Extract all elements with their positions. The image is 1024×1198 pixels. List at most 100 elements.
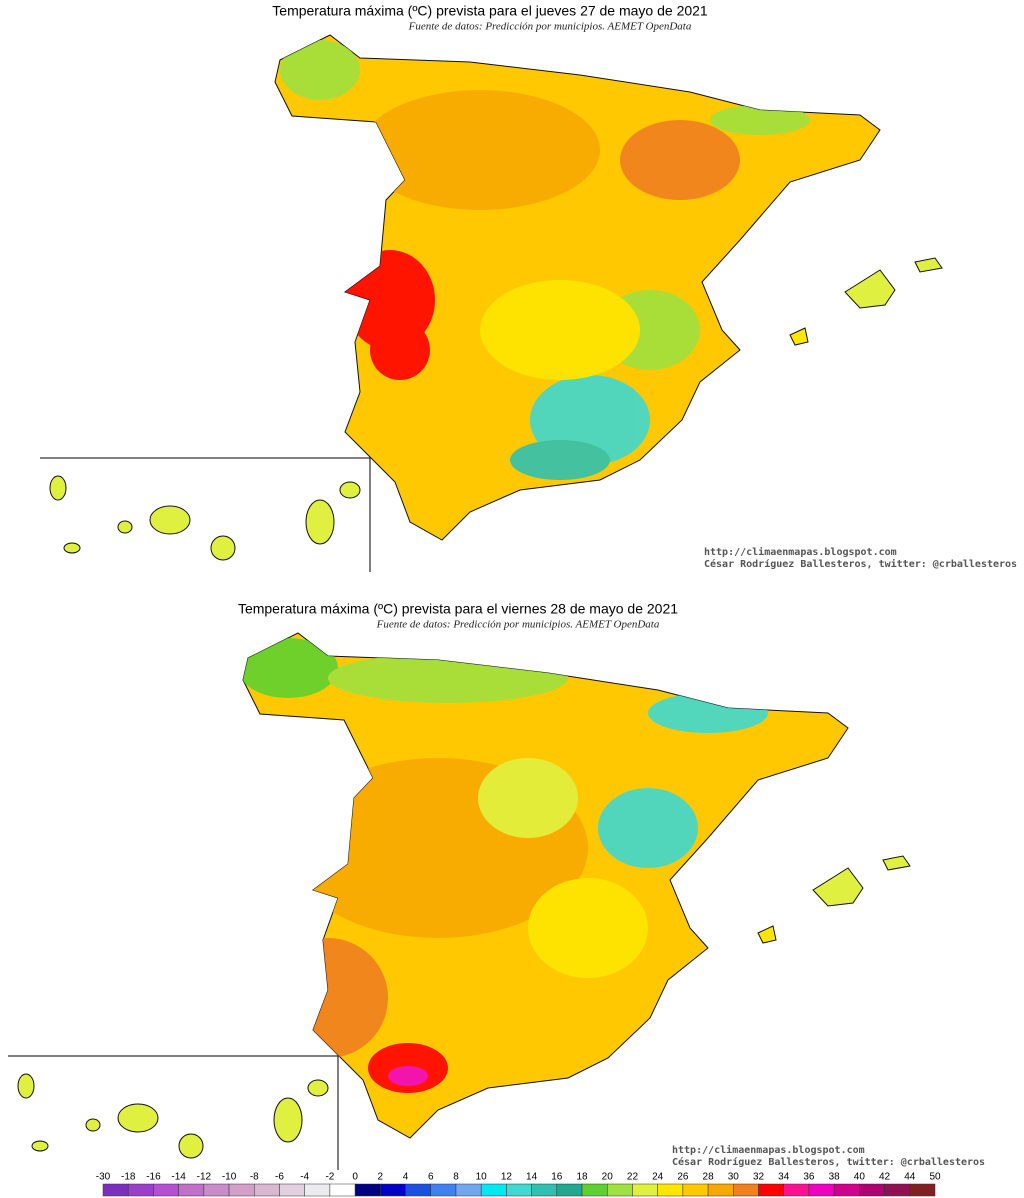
legend-swatch	[455, 1183, 482, 1197]
canary-island	[305, 499, 335, 545]
credit-url: http://climaenmapas.blogspot.com	[672, 1144, 865, 1156]
legend-swatch	[531, 1183, 558, 1197]
legend-swatch	[733, 1183, 759, 1197]
legend-label: -2	[325, 1172, 334, 1183]
legend-swatch	[102, 1183, 129, 1197]
temperature-zone	[370, 320, 430, 380]
map-2: Temperatura máxima (ºC) prevista para el…	[8, 601, 985, 1170]
credit-author: César Rodríguez Ballesteros, twitter: @c…	[704, 558, 1017, 570]
legend-label: 38	[829, 1172, 841, 1183]
map-source: Fuente de datos: Predicción por municipi…	[376, 619, 660, 631]
temperature-zone	[620, 120, 740, 200]
legend-label: 12	[501, 1172, 513, 1183]
legend-label: -30	[96, 1172, 111, 1183]
legend-label: 30	[728, 1172, 740, 1183]
legend-swatch	[127, 1183, 154, 1197]
legend-label: 24	[652, 1172, 664, 1183]
legend-label: 16	[551, 1172, 563, 1183]
legend-label: -10	[222, 1172, 237, 1183]
legend-label: 14	[526, 1172, 538, 1183]
temperature-zone	[648, 693, 768, 733]
legend-swatch	[153, 1183, 179, 1197]
canary-island	[17, 1073, 35, 1099]
legend-label: -14	[171, 1172, 186, 1183]
legend-swatch	[606, 1183, 633, 1197]
canary-island	[339, 481, 361, 499]
ibiza	[757, 925, 777, 944]
legend-swatch	[859, 1183, 885, 1197]
legend-label: 28	[703, 1172, 715, 1183]
canary-island	[273, 1097, 303, 1143]
legend-swatch	[783, 1183, 810, 1197]
legend-swatch	[329, 1183, 356, 1197]
canary-island	[63, 542, 81, 554]
temperature-zone	[528, 878, 648, 978]
legend-label: 20	[602, 1172, 614, 1183]
legend-swatch	[203, 1183, 230, 1197]
temperature-zone	[510, 440, 610, 480]
legend-swatch	[682, 1183, 709, 1197]
legend-swatch	[657, 1183, 684, 1197]
legend-swatch	[758, 1183, 784, 1197]
legend-swatch	[304, 1183, 331, 1197]
legend-swatch	[581, 1183, 608, 1197]
canary-island	[85, 1118, 101, 1132]
credit-author: César Rodríguez Ballesteros, twitter: @c…	[672, 1156, 985, 1168]
mallorca	[812, 867, 864, 907]
map-1: Temperatura máxima (ºC) prevista para el…	[40, 3, 1017, 572]
legend-swatch	[178, 1183, 205, 1197]
canary-island	[307, 1079, 329, 1097]
legend-label: 40	[854, 1172, 866, 1183]
legend-swatch	[556, 1183, 583, 1197]
legend-swatch	[480, 1183, 507, 1197]
canary-island	[178, 1133, 204, 1159]
temperature-zone	[280, 40, 360, 100]
legend-swatch	[380, 1183, 406, 1197]
menorca	[882, 855, 911, 871]
legend-label: 4	[403, 1172, 409, 1183]
legend-swatch	[228, 1183, 255, 1197]
legend-swatch	[279, 1183, 305, 1197]
map-title: Temperatura máxima (ºC) prevista para el…	[238, 601, 678, 617]
legend-swatch	[833, 1183, 860, 1197]
legend-swatch	[430, 1183, 457, 1197]
legend-label: 44	[904, 1172, 916, 1183]
legend-label: -12	[197, 1172, 212, 1183]
canary-island	[210, 535, 236, 561]
legend-swatch	[405, 1183, 432, 1197]
legend-label: 42	[879, 1172, 891, 1183]
menorca	[914, 257, 943, 273]
legend-swatch	[909, 1183, 936, 1197]
legend-label: -8	[250, 1172, 259, 1183]
legend-label: 34	[778, 1172, 790, 1183]
legend-label: 6	[428, 1172, 434, 1183]
canarias-frame	[40, 457, 371, 572]
canarias-frame	[8, 1055, 339, 1170]
map-title: Temperatura máxima (ºC) prevista para el…	[272, 3, 708, 19]
legend-swatch	[808, 1183, 835, 1197]
canary-island	[117, 1103, 159, 1133]
temperature-zone	[480, 280, 640, 380]
legend-label: 18	[576, 1172, 588, 1183]
legend-label: 22	[627, 1172, 639, 1183]
map-source: Fuente de datos: Predicción por municipi…	[408, 21, 692, 33]
temperature-zone	[328, 653, 568, 703]
legend-swatch	[506, 1183, 532, 1197]
temperature-zone	[388, 1066, 428, 1086]
legend-label: 36	[803, 1172, 815, 1183]
legend-label: -4	[300, 1172, 309, 1183]
ibiza	[789, 327, 809, 346]
credit-url: http://climaenmapas.blogspot.com	[704, 546, 897, 558]
canary-island	[31, 1140, 49, 1152]
temperature-zone	[478, 758, 578, 838]
legend-swatch	[254, 1183, 280, 1197]
legend-swatch	[354, 1183, 381, 1197]
temperature-zone	[598, 788, 698, 868]
legend-swatch	[632, 1183, 658, 1197]
legend-label: 26	[677, 1172, 689, 1183]
legend-label: -16	[146, 1172, 161, 1183]
legend-label: 2	[378, 1172, 384, 1183]
temperature-field	[280, 40, 810, 480]
